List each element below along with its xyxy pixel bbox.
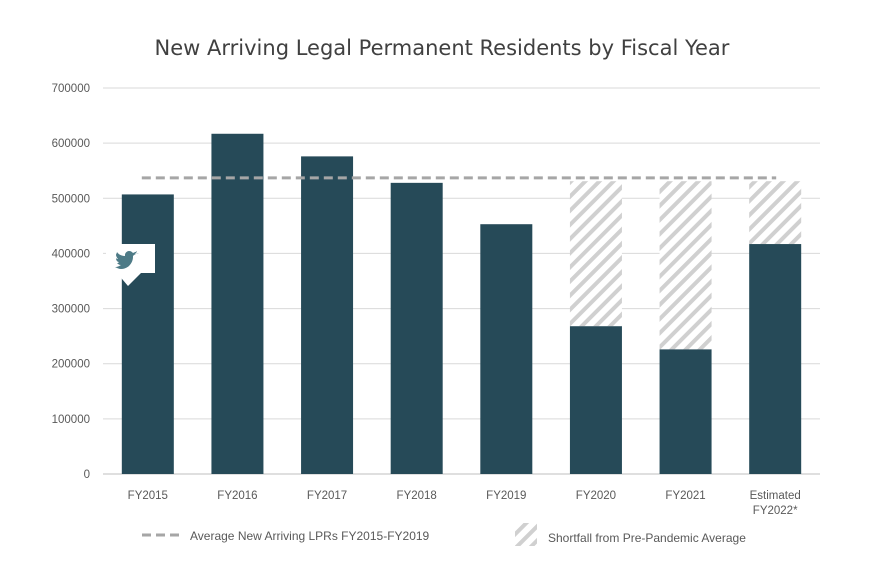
bar [659,349,712,474]
chart-title: New Arriving Legal Permanent Residents b… [155,36,730,60]
y-tick-label: 400000 [52,248,90,260]
bars [121,133,802,475]
bar [480,224,533,474]
bar [390,182,443,475]
shortfall-bars [569,181,802,350]
x-tick-label: FY2021 [665,490,705,502]
y-tick-label: 500000 [52,193,90,205]
bar [121,194,174,474]
x-axis-ticks: FY2015 FY2016 FY2017 FY2018 FY2019 FY2020 FY20… [128,490,801,517]
x-tick-label: FY2018 [397,490,437,502]
bar [211,133,264,475]
x-tick-label: FY2016 [217,490,257,502]
x-tick-label: Estimated FY2022* [750,490,801,517]
x-tick-label: FY2019 [486,490,526,502]
twitter-badge[interactable] [106,244,155,286]
twitter-bird-icon [115,251,139,269]
legend-average-label: Average New Arriving LPRs FY2015-FY2019 [190,529,430,543]
legend-shortfall-swatch [515,523,537,546]
y-tick-label: 100000 [52,414,90,426]
y-tick-label: 0 [84,469,90,481]
x-tick-label: FY2017 [307,490,347,502]
bar [749,244,802,474]
shortfall-bar [659,181,712,350]
bar [569,326,622,474]
y-tick-label: 300000 [52,304,90,316]
y-axis-ticks: 0 100000 200000 300000 400000 500000 600000 700… [52,83,90,481]
y-tick-label: 700000 [52,83,90,95]
shortfall-bar [569,181,622,327]
legend: Average New Arriving LPRs FY2015-FY2019 … [142,523,746,546]
x-tick-label: FY2020 [576,490,616,502]
shortfall-bar [749,181,802,245]
legend-shortfall-label: Shortfall from Pre-Pandemic Average [548,531,746,545]
y-tick-label: 200000 [52,359,90,371]
bar [301,156,354,474]
x-tick-label: FY2015 [128,490,168,502]
gridlines [103,87,820,475]
y-tick-label: 600000 [52,138,90,150]
